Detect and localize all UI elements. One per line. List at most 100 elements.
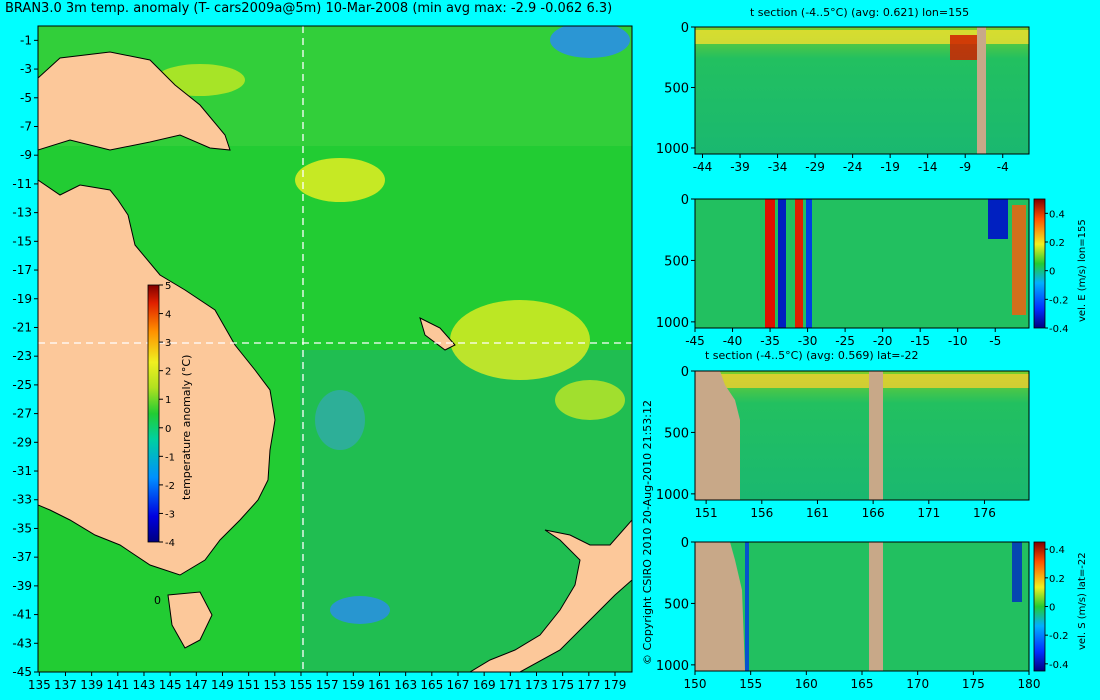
map-y-tick-label: -15 — [12, 234, 32, 248]
section-x-tick-label: 170 — [906, 677, 929, 691]
temp-section-lat-title: t section (-4..5°C) (avg: 0.569) lat=-22 — [705, 349, 919, 362]
section-y-tick-label: 0 — [681, 365, 689, 380]
map-x-tick-label: 163 — [394, 678, 417, 692]
vel-colorbar-tick-label: 0.4 — [1049, 545, 1065, 556]
south-jet-2 — [1012, 542, 1022, 602]
section-y-tick-label: 500 — [664, 81, 689, 96]
map-x-tick-label: 159 — [342, 678, 365, 692]
west-jet-3 — [988, 199, 1008, 239]
west-jet — [778, 199, 786, 328]
tasmania-land — [167, 591, 213, 649]
section-x-tick-label: -40 — [723, 334, 743, 348]
map-x-tick-label: 177 — [577, 678, 600, 692]
section-y-tick-label: 1000 — [656, 316, 689, 331]
vel-colorbar-tick-label: 0.2 — [1049, 574, 1065, 585]
vel-south-section-plot: vel. S (m/s) lat=-22 — [694, 541, 1088, 672]
west-jet-2 — [806, 199, 812, 328]
east-jet-3 — [1012, 205, 1026, 315]
map-annotation: 0 — [154, 594, 161, 607]
hot-patch — [950, 35, 980, 60]
cool-anomaly-central — [315, 390, 365, 450]
temp-colorbar-tick-label: 4 — [165, 310, 171, 321]
vel-colorbar-tick-label: 0 — [1049, 267, 1055, 278]
section-x-tick-label: 166 — [862, 506, 885, 520]
map-y-tick-label: -11 — [12, 177, 32, 191]
section-fill — [695, 371, 1029, 500]
warm-surface-layer — [695, 30, 1029, 44]
map-y-tick-label: -21 — [12, 320, 32, 334]
temp-colorbar-tick-label: 3 — [165, 338, 171, 349]
map-frame — [37, 25, 633, 673]
map-y-axis: -1 -3 -5 -7 -9 -11 -13 -15 -17 -19 -21 -23 -25 -27 -29… — [12, 33, 38, 679]
temp-colorbar-tick-label: 2 — [165, 367, 171, 378]
warm-anomaly-east — [555, 380, 625, 420]
map-y-tick-label: -37 — [12, 550, 32, 564]
temp-section-lon-plot — [694, 26, 1030, 155]
cool-anomaly-northeast — [550, 26, 630, 58]
map-y-tick-label: -35 — [12, 521, 32, 535]
section-x-tick-label: 151 — [695, 506, 718, 520]
temp-colorbar — [147, 284, 160, 543]
section-x-tick-label: -30 — [798, 334, 818, 348]
section-y-tick-label: 1000 — [656, 659, 689, 674]
section-x-tick-label: -29 — [805, 160, 825, 174]
section-x-tick-label: -5 — [989, 334, 1001, 348]
map-x-tick-label: 179 — [604, 678, 627, 692]
map-x-tick-label: 171 — [499, 678, 522, 692]
east-jet — [765, 199, 775, 328]
vel-colorbar-tick-label: -0.4 — [1049, 324, 1069, 335]
map-y-tick-label: -43 — [12, 636, 32, 650]
section-x-tick-label: 161 — [806, 506, 829, 520]
section-y-tick-label: 0 — [681, 21, 689, 36]
land-mask-west — [695, 542, 745, 671]
map-x-tick-label: 175 — [551, 678, 574, 692]
map-y-tick-label: -23 — [12, 349, 32, 363]
section-x-tick-label: -9 — [959, 160, 971, 174]
map-x-tick-label: 139 — [80, 678, 103, 692]
section-x-tick-label: 150 — [684, 677, 707, 691]
vel-south-colorbar-label: vel. S (m/s) lat=-22 — [1077, 552, 1088, 650]
map-x-tick-label: 169 — [473, 678, 496, 692]
temp-colorbar-tick-label: 0 — [165, 424, 171, 435]
map-y-tick-label: -3 — [20, 62, 32, 76]
cool-anomaly-tasman — [330, 596, 390, 624]
vel-colorbar-tick-label: 0.4 — [1049, 209, 1065, 220]
temp-colorbar-tick-label: -3 — [165, 509, 175, 520]
section-fill — [695, 542, 1029, 671]
map-y-tick-label: -29 — [12, 435, 32, 449]
section-x-tick-label: 176 — [973, 506, 996, 520]
section-fill — [695, 199, 1029, 328]
section-x-tick-label: -34 — [768, 160, 788, 174]
section-y-tick-label: 500 — [664, 426, 689, 441]
map-x-tick-label: 149 — [211, 678, 234, 692]
land-mask — [977, 27, 986, 154]
map-y-tick-label: -33 — [12, 493, 32, 507]
new-guinea-land — [38, 51, 231, 151]
map-y-tick-label: -45 — [12, 665, 32, 679]
section-x-tick-label: -25 — [835, 334, 855, 348]
map-x-tick-label: 147 — [185, 678, 208, 692]
temp-colorbar-label: temperature anomaly (°C) — [180, 355, 193, 500]
section-y-tick-label: 0 — [681, 536, 689, 551]
map-x-tick-label: 151 — [237, 678, 260, 692]
map-x-tick-label: 167 — [447, 678, 470, 692]
section-x-tick-label: -14 — [918, 160, 938, 174]
map-y-tick-label: -13 — [12, 206, 32, 220]
new-caledonia-land — [419, 317, 456, 351]
section-x-tick-label: -4 — [997, 160, 1009, 174]
map-y-tick-label: -27 — [12, 407, 32, 421]
section-y-tick-label: 1000 — [656, 488, 689, 503]
map-y-tick-label: -9 — [20, 148, 32, 162]
map-y-tick-label: -25 — [12, 378, 32, 392]
section-x-tick-label: -35 — [760, 334, 780, 348]
map-x-tick-label: 143 — [133, 678, 156, 692]
vel-east-colorbar-label: vel. E (m/s) lon=155 — [1077, 219, 1088, 322]
map-x-tick-label: 153 — [263, 678, 286, 692]
vel-colorbar-tick-label: -0.4 — [1049, 660, 1069, 671]
warm-anomaly-new-caledonia — [450, 300, 590, 380]
temp-colorbar-ticks: 5 4 3 2 1 0 -1 -2 -3 -4 — [159, 281, 175, 549]
vel-colorbar-tick-label: 0 — [1049, 603, 1055, 614]
temp-colorbar-tick-label: 5 — [165, 281, 171, 292]
temp-colorbar-tick-label: -1 — [165, 452, 175, 463]
